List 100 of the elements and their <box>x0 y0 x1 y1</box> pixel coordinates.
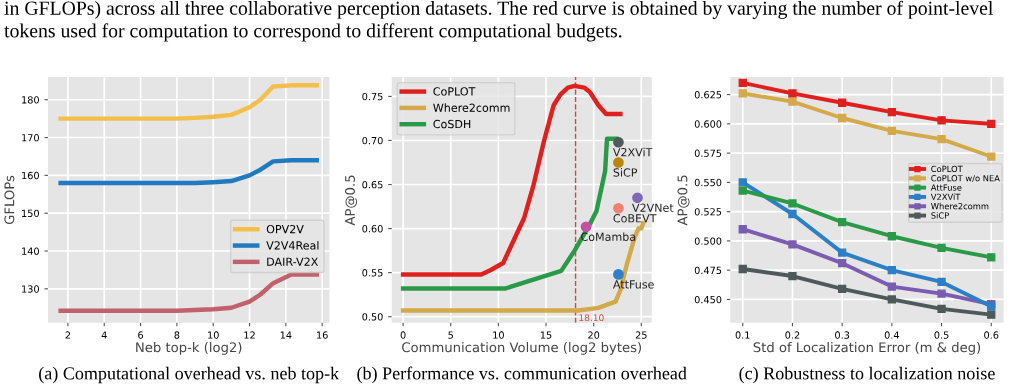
line-series <box>58 272 319 313</box>
x-tick-label: 0.1 <box>735 331 750 339</box>
text: (b) Performance vs. communication overhead <box>357 366 687 384</box>
x-axis-title: Communication Volume (log2 bytes) <box>402 342 641 355</box>
y-tick-label: 0.625 <box>694 91 722 99</box>
point <box>837 218 847 227</box>
legend-label: V2XViT <box>930 193 961 200</box>
ref-line-label: 18.10 <box>579 314 604 322</box>
y-tick-label: 0.75 <box>362 92 383 101</box>
point <box>937 116 946 125</box>
x-axis-title: Neb top-k (log2) <box>136 342 242 355</box>
y-tick-label: 160 <box>22 171 39 180</box>
point <box>613 136 624 148</box>
point <box>887 107 897 117</box>
x-tick-label: 12 <box>244 331 255 339</box>
point <box>613 157 624 168</box>
y-tick-label: 0.70 <box>362 136 383 145</box>
y-axis-title: GFLOPs <box>4 175 15 225</box>
x-tick-label: 0.3 <box>835 331 850 339</box>
y-axis-title: AP@0.5 <box>677 175 690 226</box>
x-tick-label: 4 <box>101 331 107 339</box>
point <box>632 192 643 204</box>
series-label: V2VNet <box>632 203 674 212</box>
y-tick-label: 0.55 <box>362 269 383 277</box>
y-tick-label: 0.65 <box>362 181 383 189</box>
x-tick-label: 0.6 <box>984 331 999 339</box>
point <box>987 119 996 129</box>
legend-label: CoPLOT <box>931 165 963 173</box>
point <box>837 248 847 257</box>
y-tick-label: 180 <box>22 96 39 104</box>
point <box>613 269 624 280</box>
point <box>837 98 847 107</box>
x-tick-label: 20 <box>588 331 600 339</box>
point <box>788 271 797 281</box>
text: tokens used for computation to correspond to different computational budgets. <box>4 23 622 42</box>
y-tick-label: 150 <box>22 209 39 218</box>
point <box>887 266 897 275</box>
x-tick-label: 16 <box>317 331 328 339</box>
point <box>887 295 897 304</box>
x-tick-label: 0 <box>400 331 406 339</box>
point <box>937 243 946 253</box>
point <box>837 113 847 123</box>
point <box>613 202 624 214</box>
x-tick-label: 25 <box>635 331 647 339</box>
y-tick-label: 0.600 <box>694 120 722 128</box>
point <box>987 152 996 161</box>
point <box>937 289 946 298</box>
point <box>738 264 747 274</box>
y-tick-label: 0.500 <box>694 237 722 245</box>
x-tick-label: 8 <box>174 331 180 339</box>
point <box>738 186 747 195</box>
series-label: CoBEVT <box>613 214 657 223</box>
series-label: SiCP <box>613 168 638 177</box>
legend-label: CoSDH <box>433 119 471 129</box>
x-axis-title: Std of Localization Error (m & deg) <box>753 342 981 355</box>
point <box>738 78 747 88</box>
y-tick-label: 0.60 <box>362 225 383 233</box>
y-tick-label: 0.50 <box>362 313 383 321</box>
x-tick-label: 14 <box>280 331 292 339</box>
text: (a) Computational overhead vs. neb top-k <box>39 366 340 384</box>
point <box>887 126 897 136</box>
line-series <box>58 83 319 121</box>
y-tick-label: 0.575 <box>694 149 722 157</box>
legend-label: AttFuse <box>930 184 962 191</box>
x-tick-label: 0.5 <box>934 331 949 339</box>
point <box>937 134 946 144</box>
x-tick-label: 15 <box>540 331 552 339</box>
y-tick-label: 140 <box>22 247 39 255</box>
x-tick-label: 10 <box>493 331 504 339</box>
legend-label: Where2comm <box>931 202 989 210</box>
point <box>887 282 897 291</box>
point <box>987 253 996 262</box>
legend-label: Where2comm <box>433 103 510 112</box>
legend-label: SiCP <box>931 212 949 219</box>
y-axis-title: AP@0.5 <box>345 175 358 226</box>
text: in GFLOPs) across all three collaborative perception datasets. The red curve is obtained by varying the number of point-level <box>4 0 993 19</box>
y-tick-label: 0.475 <box>694 266 722 275</box>
point <box>788 199 797 208</box>
point <box>788 97 797 106</box>
legend-label: V2V4Real <box>266 241 319 250</box>
point <box>788 209 797 219</box>
point <box>887 232 897 241</box>
x-tick-label: 0.2 <box>785 331 800 339</box>
x-tick-label: 5 <box>448 331 453 339</box>
text: (c) Robustness to localization noise <box>739 366 995 384</box>
legend-label: CoPLOT <box>433 87 476 96</box>
point <box>580 221 592 233</box>
point <box>837 284 847 294</box>
legend-label: DAIR-V2X <box>267 257 318 266</box>
x-tick-label: 2 <box>65 331 71 339</box>
y-tick-label: 0.450 <box>694 295 722 304</box>
x-tick-label: 0.4 <box>884 331 900 339</box>
point <box>837 258 847 268</box>
legend-label: CoPLOT w/o NEA <box>931 175 1000 183</box>
point <box>738 178 747 187</box>
y-tick-label: 0.525 <box>694 208 722 216</box>
point <box>788 89 797 98</box>
line-series <box>58 158 319 186</box>
point <box>738 225 747 234</box>
y-tick-label: 130 <box>22 285 39 293</box>
